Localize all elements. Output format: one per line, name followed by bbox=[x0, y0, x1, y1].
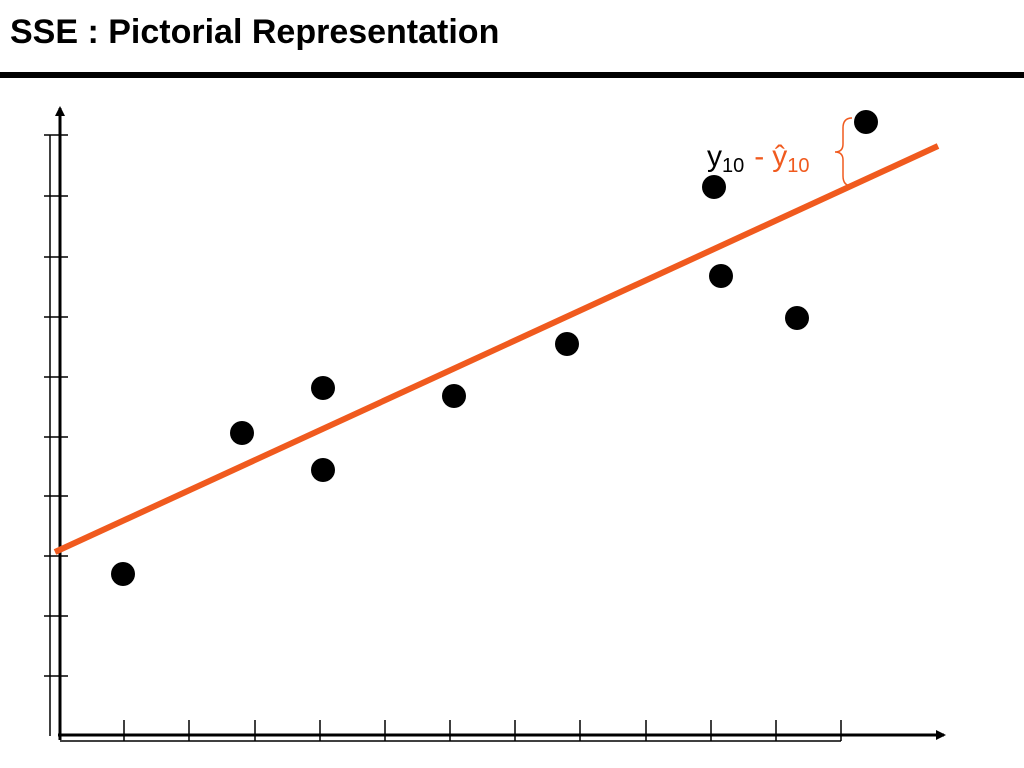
y-hat-symbol: ŷ bbox=[772, 140, 787, 173]
y-ticks bbox=[44, 134, 68, 677]
point bbox=[442, 384, 466, 408]
point bbox=[785, 306, 809, 330]
y-subscript: 10 bbox=[722, 155, 744, 177]
residual-label: y10- ŷ10 bbox=[707, 140, 810, 177]
point bbox=[854, 110, 878, 134]
residual-brace bbox=[834, 117, 853, 187]
point bbox=[311, 458, 335, 482]
axes bbox=[44, 106, 946, 742]
point bbox=[702, 175, 726, 199]
y-symbol: y bbox=[707, 140, 722, 173]
point bbox=[311, 376, 335, 400]
point bbox=[111, 562, 135, 586]
regression-line bbox=[53, 143, 940, 555]
y-hat-subscript: 10 bbox=[787, 155, 809, 177]
point bbox=[555, 332, 579, 356]
data-points bbox=[111, 110, 878, 586]
x-ticks bbox=[123, 720, 842, 741]
point bbox=[709, 264, 733, 288]
minus: - bbox=[754, 140, 764, 173]
title-rule bbox=[0, 72, 1024, 78]
point bbox=[230, 421, 254, 445]
slide-title: SSE : Pictorial Representation bbox=[10, 13, 499, 51]
